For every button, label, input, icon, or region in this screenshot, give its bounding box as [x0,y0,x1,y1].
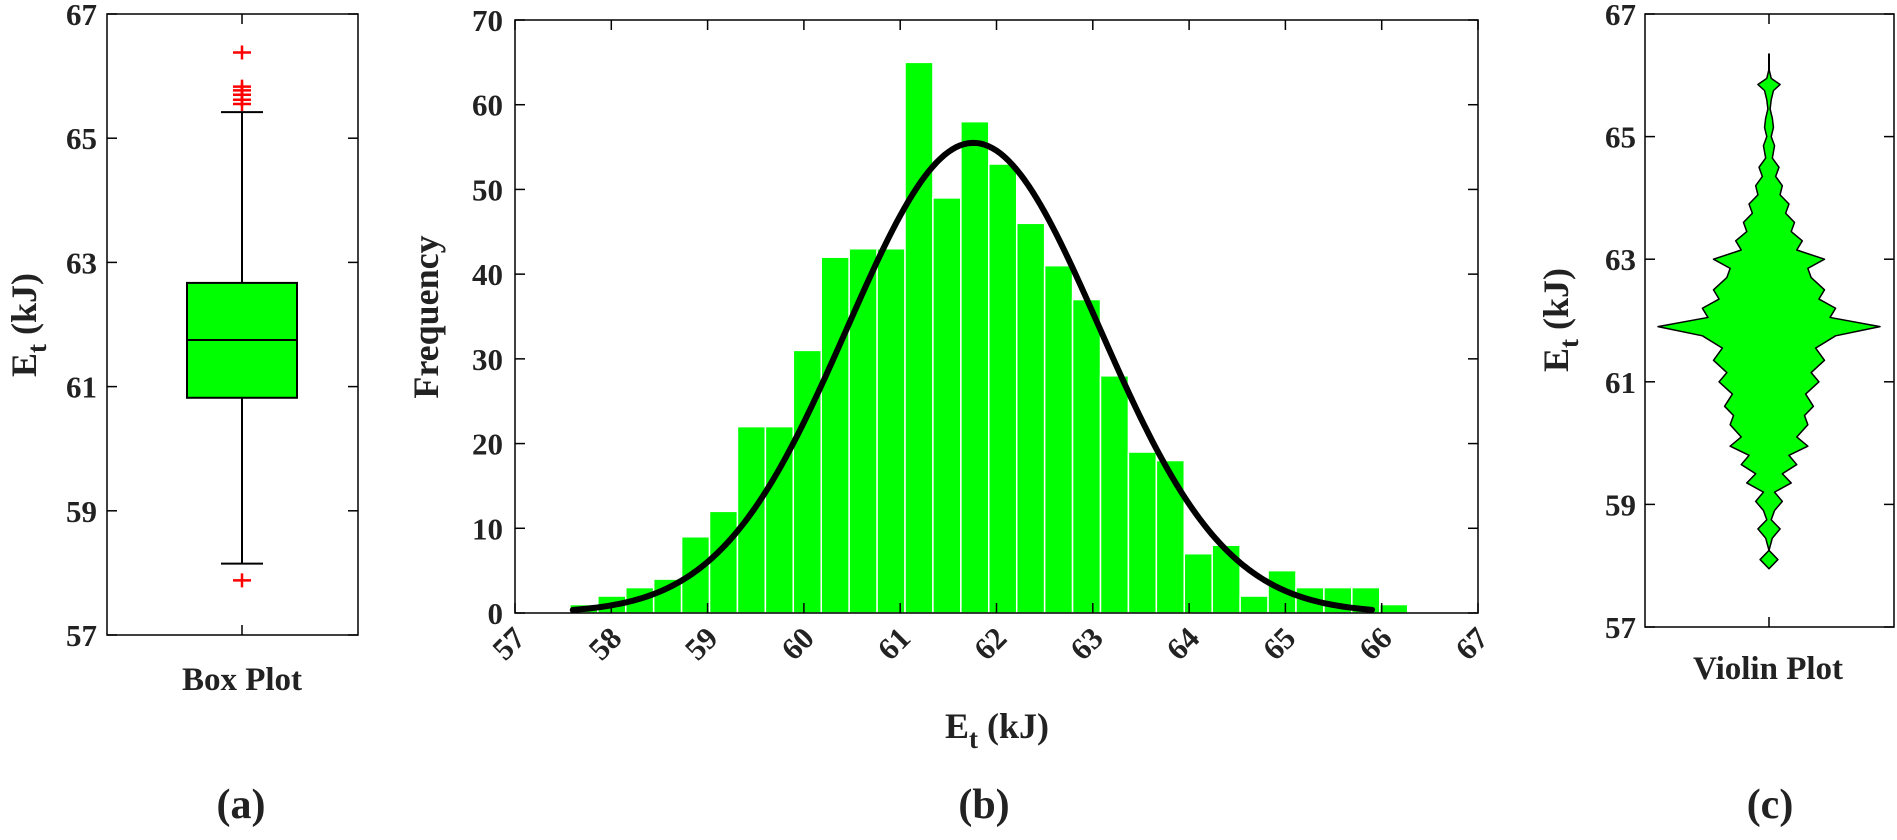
box-plot-marks [186,45,298,588]
violin-plot-y-tick-label: 61 [1605,365,1636,400]
histogram-x-tick-label: 61 [870,620,917,667]
histogram-bar [932,197,962,614]
violin-plot-y-tick-label: 67 [1605,0,1636,32]
histogram-bar [1379,603,1409,614]
histogram-y-tick-label: 40 [472,257,503,292]
box-plot-y-axis-label: Et (kJ) [4,273,52,377]
violin-plot-y-tick-label: 57 [1605,610,1636,645]
violin-plot-y-tick-label: 65 [1605,120,1636,155]
histogram-x-tick-label: 67 [1448,620,1495,667]
histogram-bar [848,247,878,614]
box-plot-axes-frame [106,13,359,636]
panel-label-c: (c) [1747,782,1794,828]
histogram-y-tick-label: 70 [472,3,503,38]
histogram-bar [820,256,850,614]
histogram-x-tick-label: 65 [1256,620,1303,667]
box-plot-y-tick-label: 59 [66,494,97,529]
box-plot-y-tick-label: 61 [66,370,97,405]
violin-plot-marks [1657,53,1881,570]
histogram-x-tick-label: 64 [1159,620,1206,667]
histogram-y-axis-label: Frequency [406,235,446,398]
violin-plot-y-axis-label: Et (kJ) [1536,268,1584,372]
box-plot-y-tick-label: 65 [66,121,97,156]
histogram-x-axis-label: Et (kJ) [945,706,1049,754]
histogram-bar [1239,595,1269,614]
violin-plot-y-ticks: 57 59 61 63 65 67 [1605,0,1894,645]
histogram-bar [1071,298,1102,614]
box-plot-category-label: Box Plot [182,662,302,698]
histogram-x-label-main: E [945,706,969,746]
violin-plot-category-label: Violin Plot [1693,651,1843,687]
histogram-bar [736,425,767,614]
histogram-x-tick-label: 59 [678,620,725,667]
panel-label-a: (a) [217,782,266,828]
violin-plot-y-tick-label: 59 [1605,487,1636,522]
histogram-x-tick-label: 60 [774,620,821,667]
histogram-bar [1099,375,1130,614]
violin-shape [1657,53,1881,570]
box-plot-y-tick-label: 67 [66,0,97,32]
box-plot-y-ticks: 57 59 61 63 65 67 [66,0,358,653]
histogram-bar [904,61,934,614]
histogram-y-tick-label: 60 [472,88,503,123]
violin-plot-y-label-main: E [1536,348,1576,372]
histogram-y-tick-label: 50 [472,172,503,207]
histogram-x-tick-label: 58 [582,620,629,667]
histogram-bar [1015,222,1046,614]
histogram-y-tick-label: 10 [472,511,503,546]
histogram-y-tick-label: 30 [472,342,503,377]
box-plot-y-tick-label: 57 [66,618,97,653]
histogram-bar [876,247,906,614]
histogram-bar [1043,264,1074,614]
histogram-x-tick-label: 66 [1352,620,1399,667]
normal-fit-curve [569,139,1376,613]
box-plot-y-label-main: E [4,353,44,377]
histogram-bar [960,120,990,614]
histogram-bar [708,510,739,614]
histogram-bar [1127,451,1158,614]
violin-plot-panel: 57 59 61 63 65 67 Violin Plot Et (kJ) (c) [1536,0,1895,828]
box-plot-y-tick-label: 63 [66,245,97,280]
box-plot-y-label-sub: t [22,344,52,353]
violin-plot-y-label-sub: t [1554,339,1584,348]
histogram-x-label-sub: t [969,724,978,754]
violin-plot-y-tick-label: 63 [1605,242,1636,277]
violin-plot-y-label-unit: (kJ) [1536,268,1576,339]
histogram-x-label-unit: (kJ) [978,706,1049,746]
histogram-y-tick-label: 0 [488,596,504,631]
panel-label-b: (b) [958,782,1009,828]
histogram-x-tick-label: 63 [1063,620,1110,667]
histogram-bar [988,163,1018,614]
histogram-bars [569,61,1409,614]
box-plot-panel: 57 59 61 63 65 67 Box Plot Et (kJ) (a) [4,0,359,828]
histogram-x-tick-label: 62 [967,620,1014,667]
histogram-bar [1155,459,1186,614]
box-plot-y-label-unit: (kJ) [4,273,44,344]
histogram-y-tick-label: 20 [472,427,503,462]
